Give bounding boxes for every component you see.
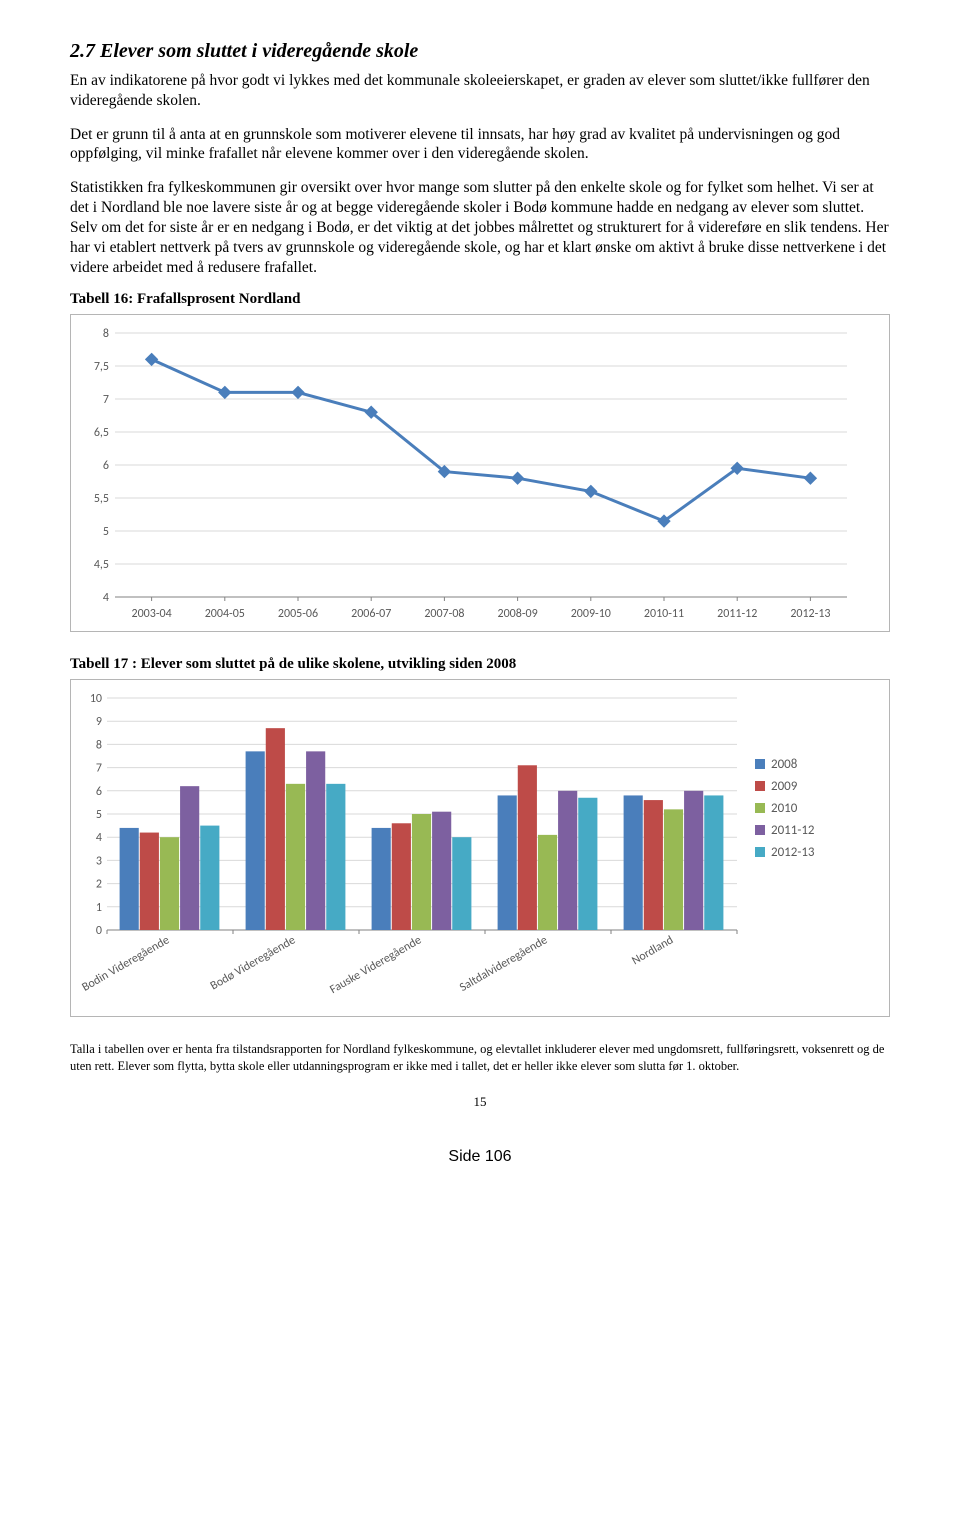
svg-text:1: 1 — [96, 901, 102, 915]
svg-text:2008-09: 2008-09 — [498, 607, 538, 621]
svg-text:5: 5 — [96, 808, 102, 822]
svg-text:4,5: 4,5 — [94, 558, 109, 572]
paragraph-3: Statistikken fra fylkeskommunen gir over… — [70, 178, 890, 277]
svg-text:2004-05: 2004-05 — [205, 607, 245, 621]
caption-table-16: Tabell 16: Frafallsprosent Nordland — [70, 291, 890, 308]
svg-text:Nordland: Nordland — [630, 934, 676, 969]
paragraph-2: Det er grunn til å anta at en grunnskole… — [70, 125, 890, 165]
section-heading: 2.7 Elever som sluttet i videregående sk… — [70, 40, 890, 63]
svg-text:2010-11: 2010-11 — [644, 607, 684, 621]
svg-text:Fauske Videregående: Fauske Videregående — [328, 934, 424, 998]
svg-text:2007-08: 2007-08 — [424, 607, 464, 621]
svg-text:4: 4 — [103, 591, 109, 605]
line-chart-container: 4 4,5 5 5,5 6 6,5 7 7,5 8 2003-04 2004-05 2005-06 20… — [70, 314, 890, 632]
svg-text:2005-06: 2005-06 — [278, 607, 318, 621]
svg-text:8: 8 — [96, 739, 102, 753]
svg-text:2010: 2010 — [771, 801, 798, 816]
svg-text:5,5: 5,5 — [94, 492, 109, 506]
svg-text:6,5: 6,5 — [94, 426, 109, 440]
paragraph-1: En av indikatorene på hvor godt vi lykke… — [70, 71, 890, 111]
svg-text:Bodin Videregående: Bodin Videregående — [80, 934, 172, 995]
svg-text:2009: 2009 — [771, 779, 798, 794]
svg-text:6: 6 — [103, 459, 109, 473]
svg-text:7: 7 — [103, 393, 109, 407]
svg-text:2011-12: 2011-12 — [717, 607, 757, 621]
svg-text:3: 3 — [96, 855, 102, 869]
side-page-label: Side 106 — [0, 1148, 960, 1166]
svg-text:0: 0 — [96, 924, 102, 938]
svg-text:2009-10: 2009-10 — [571, 607, 611, 621]
footnote-text: Talla i tabellen over er henta fra tilst… — [70, 1041, 890, 1074]
svg-text:10: 10 — [90, 692, 102, 706]
svg-text:2003-04: 2003-04 — [132, 607, 172, 621]
svg-text:2: 2 — [96, 878, 102, 892]
svg-text:7: 7 — [96, 762, 102, 776]
svg-text:8: 8 — [103, 327, 109, 341]
bar-chart: 0 1 2 3 4 5 6 7 8 9 10 Bodin Videregående Bodø Vider… — [77, 690, 857, 1010]
bar-chart-container: 0 1 2 3 4 5 6 7 8 9 10 Bodin Videregående Bodø Vider… — [70, 679, 890, 1017]
svg-text:5: 5 — [103, 525, 109, 539]
svg-text:9: 9 — [96, 716, 102, 730]
caption-table-17: Tabell 17 : Elever som sluttet på de uli… — [70, 656, 890, 673]
svg-text:2008: 2008 — [771, 757, 798, 772]
svg-text:Bodø Videregående: Bodø Videregående — [208, 934, 298, 994]
svg-text:2006-07: 2006-07 — [351, 607, 391, 621]
svg-text:2011-12: 2011-12 — [771, 823, 815, 838]
svg-text:2012-13: 2012-13 — [790, 607, 830, 621]
page-number: 15 — [70, 1094, 890, 1110]
svg-text:7,5: 7,5 — [94, 360, 109, 374]
line-chart: 4 4,5 5 5,5 6 6,5 7 7,5 8 2003-04 2004-05 2005-06 20… — [77, 325, 857, 625]
svg-text:4: 4 — [96, 832, 102, 846]
svg-text:2012-13: 2012-13 — [771, 845, 815, 860]
svg-text:Saltdalvideregående: Saltdalvideregående — [457, 934, 550, 996]
svg-text:6: 6 — [96, 785, 102, 799]
